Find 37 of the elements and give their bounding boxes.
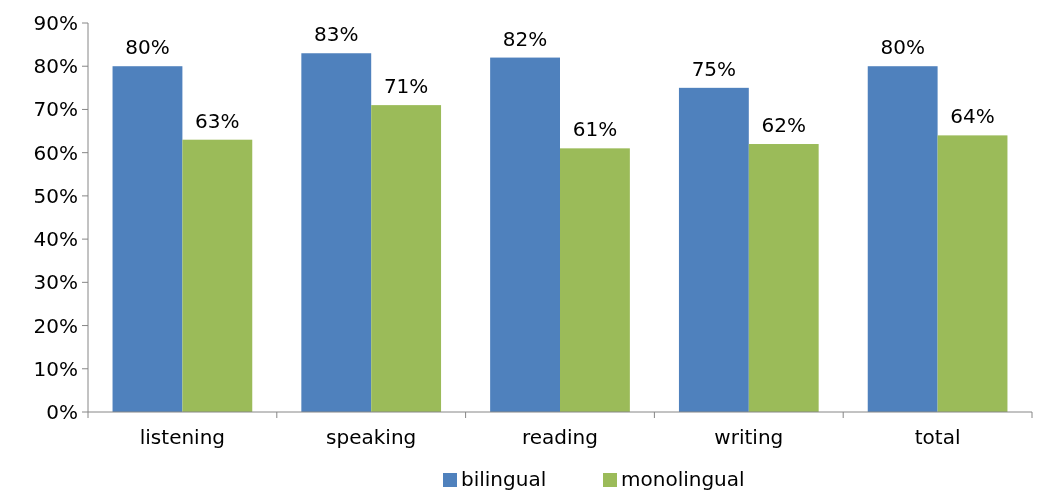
- bar: [937, 135, 1008, 412]
- bar: [867, 66, 938, 412]
- bar: [371, 105, 442, 412]
- y-tick-label: 80%: [33, 54, 78, 79]
- data-label: 71%: [383, 74, 429, 99]
- bar: [301, 53, 372, 412]
- y-tick-label: 90%: [33, 11, 78, 35]
- data-label: 80%: [125, 35, 170, 60]
- y-tick-label: 0%: [46, 400, 78, 424]
- y-tick-label: 20%: [33, 313, 78, 338]
- data-label: 83%: [314, 22, 359, 47]
- x-tick-label: listening: [139, 425, 226, 449]
- data-label: 82%: [502, 26, 548, 51]
- data-label: 80%: [880, 35, 925, 60]
- x-tick-label: total: [914, 425, 961, 449]
- data-label: 75%: [691, 56, 737, 81]
- bar: [678, 87, 749, 412]
- data-label: 62%: [761, 113, 806, 138]
- data-label: 61%: [572, 117, 618, 142]
- x-tick-label: speaking: [326, 425, 417, 449]
- y-tick-label: 10%: [33, 356, 78, 381]
- y-tick-label: 60%: [33, 140, 78, 165]
- y-tick-label: 50%: [33, 183, 78, 208]
- bar: [560, 148, 630, 412]
- bar: [490, 57, 560, 412]
- x-tick-label: reading: [522, 425, 598, 449]
- y-tick-label: 30%: [33, 270, 78, 295]
- data-label: 63%: [195, 108, 240, 133]
- bar: [748, 144, 819, 412]
- bar: [112, 66, 183, 412]
- y-tick-label: 40%: [33, 227, 78, 252]
- legend-label: monolingual: [621, 467, 745, 491]
- bar: [182, 139, 253, 412]
- y-tick-label: 70%: [33, 97, 78, 122]
- data-label: 64%: [950, 104, 995, 129]
- x-tick-label: writing: [714, 425, 784, 449]
- legend-label: bilingual: [461, 467, 547, 491]
